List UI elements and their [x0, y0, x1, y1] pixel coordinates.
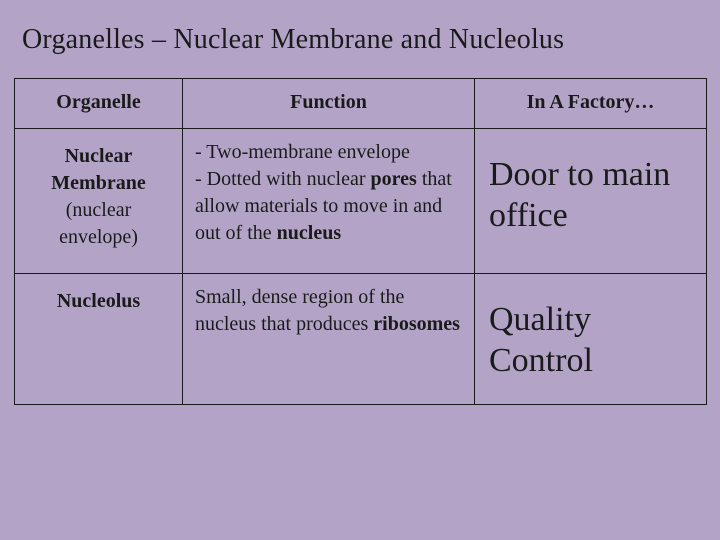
col-header-factory: In A Factory…: [475, 79, 707, 129]
func-bold: ribosomes: [373, 313, 460, 335]
func-bold: pores: [371, 168, 417, 190]
func-text: - Two-membrane envelope: [195, 141, 410, 163]
cell-factory-1: Door to main office: [475, 129, 707, 274]
org-bold-line: Membrane: [27, 170, 170, 197]
table-row: Nuclear Membrane (nuclear envelope) - Tw…: [15, 129, 707, 274]
col-header-function: Function: [183, 79, 475, 129]
org-bold-line: Nucleolus: [27, 288, 170, 315]
slide-container: Organelles – Nuclear Membrane and Nucleo…: [0, 0, 720, 540]
org-plain-line: (nuclear: [27, 197, 170, 224]
org-plain-line: envelope): [27, 224, 170, 251]
func-text: - Dotted with nuclear: [195, 168, 371, 190]
cell-organelle-1: Nuclear Membrane (nuclear envelope): [15, 129, 183, 274]
table-row: Nucleolus Small, dense region of the nuc…: [15, 274, 707, 405]
cell-organelle-2: Nucleolus: [15, 274, 183, 405]
cell-factory-2: Quality Control: [475, 274, 707, 405]
table-header-row: Organelle Function In A Factory…: [15, 79, 707, 129]
cell-function-1: - Two-membrane envelope - Dotted with nu…: [183, 129, 475, 274]
organelle-table: Organelle Function In A Factory… Nuclear…: [14, 78, 707, 405]
org-bold-line: Nuclear: [27, 143, 170, 170]
col-header-organelle: Organelle: [15, 79, 183, 129]
slide-title: Organelles – Nuclear Membrane and Nucleo…: [22, 24, 706, 56]
func-bold: nucleus: [277, 222, 341, 244]
cell-function-2: Small, dense region of the nucleus that …: [183, 274, 475, 405]
